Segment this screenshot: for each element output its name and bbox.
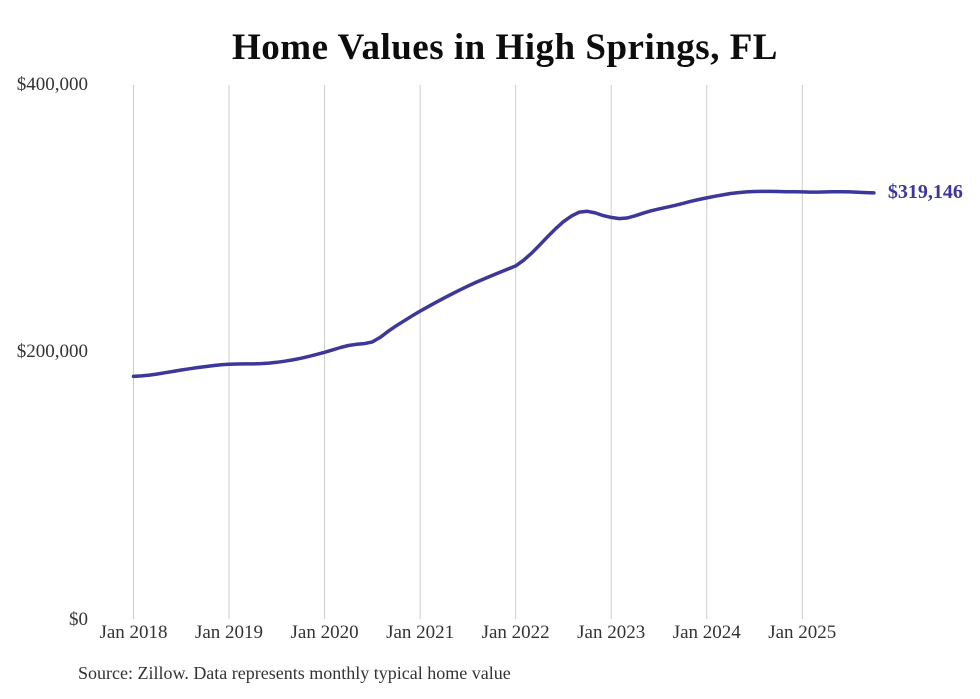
x-tick-label-jan-2018: Jan 2018 (99, 622, 168, 643)
home-value-line (131, 189, 876, 379)
y-tick-label-400000: $400,000 (16, 74, 88, 95)
final-value-label: $319,146 (887, 180, 963, 203)
source-note: Source: Zillow. Data represents monthly … (78, 663, 511, 683)
y-tick-label-0: $0 (69, 609, 88, 630)
chart-title: Home Values in High Springs, FL (232, 27, 778, 68)
x-tick-label-jan-2022: Jan 2022 (481, 622, 550, 643)
x-tick-label-jan-2020: Jan 2020 (290, 622, 359, 643)
x-tick-label-jan-2025: Jan 2025 (768, 622, 837, 643)
x-tick-label-jan-2024: Jan 2024 (672, 622, 741, 643)
x-tick-label-jan-2019: Jan 2019 (194, 622, 264, 643)
y-tick-label-200000: $200,000 (16, 341, 88, 362)
x-tick-label-jan-2023: Jan 2023 (577, 622, 646, 643)
x-tick-label-jan-2021: Jan 2021 (386, 622, 455, 643)
